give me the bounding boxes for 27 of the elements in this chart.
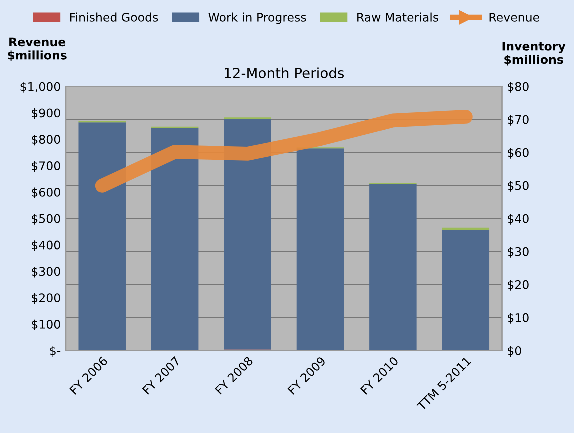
chart-title: 12-Month Periods <box>225 68 344 78</box>
y-tick-label: $700 <box>32 161 60 172</box>
y2-tick-label: $70 <box>508 115 529 126</box>
legend-label: Raw Materials <box>358 12 439 22</box>
y2-tick-label: $80 <box>508 82 529 93</box>
y-tick-label: $100 <box>32 320 60 331</box>
y-tick-label: $- <box>50 346 61 357</box>
y-tick-label: $300 <box>32 267 60 278</box>
y-tick-label: $800 <box>32 134 60 146</box>
y-tick-label: $200 <box>32 293 60 304</box>
y2-tick-label: $30 <box>508 247 529 258</box>
y-tick-label: $500 <box>32 214 60 225</box>
y2-tick-label: $60 <box>508 148 529 159</box>
y2-tick-label: $0 <box>508 346 522 357</box>
y2-tick-label: $10 <box>508 313 529 324</box>
y2-tick-label: $50 <box>508 181 529 192</box>
y-axis-title: Revenue $millions <box>8 38 67 62</box>
y-tick-label: $600 <box>32 188 60 198</box>
legend-label: Work in Progress <box>208 12 306 24</box>
y-tick-label: $900 <box>32 108 60 120</box>
y-tick-label: $400 <box>32 240 60 252</box>
y-tick-label: $1,000 <box>20 82 60 93</box>
legend-label: Finished Goods <box>70 12 158 22</box>
y2-tick-label: $40 <box>508 214 529 225</box>
y2-tick-label: $20 <box>508 280 529 291</box>
legend-label: Revenue <box>490 13 540 22</box>
y2-axis-title: Inventory $millions <box>502 42 566 66</box>
